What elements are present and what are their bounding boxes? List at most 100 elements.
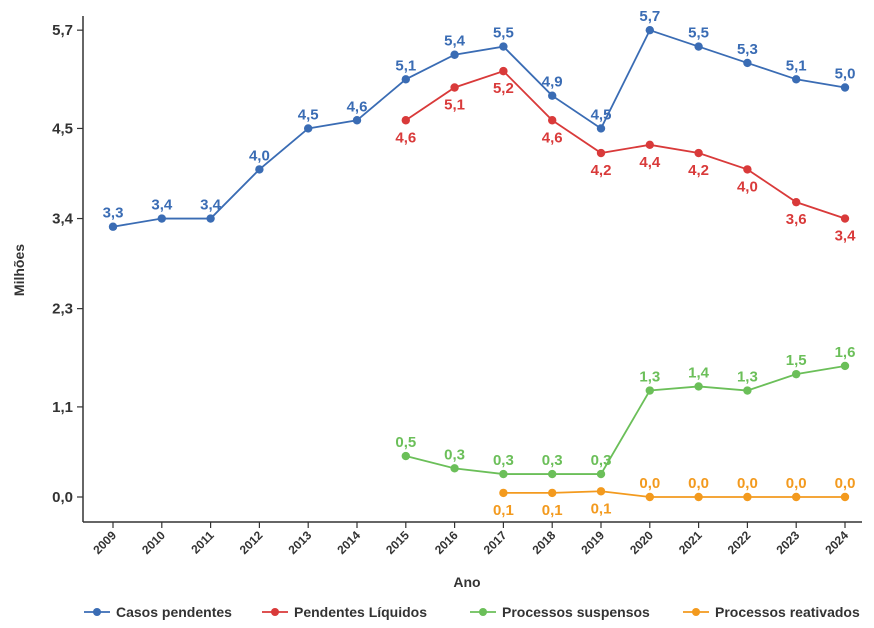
data-point bbox=[499, 469, 508, 479]
x-tick-label: 2011 bbox=[188, 528, 217, 557]
data-point bbox=[499, 488, 508, 498]
data-point bbox=[304, 124, 313, 133]
data-point bbox=[499, 42, 508, 51]
data-point bbox=[255, 165, 264, 174]
data-label: 4,0 bbox=[737, 178, 758, 195]
series-3: 0,1 0,1 0,1 0,0 0,0 0,0 0,0 0,0 bbox=[493, 475, 855, 519]
data-label: 5,2 bbox=[493, 80, 514, 97]
legend-swatch-dot bbox=[271, 608, 279, 616]
data-point bbox=[401, 451, 410, 461]
data-label: 3,4 bbox=[835, 228, 857, 245]
x-tick-label: 2014 bbox=[334, 528, 363, 557]
data-point bbox=[548, 469, 557, 479]
data-point bbox=[645, 386, 654, 395]
data-point bbox=[743, 492, 752, 502]
legend-item: Pendentes Líquidos bbox=[262, 604, 427, 620]
series-line bbox=[503, 490, 845, 498]
data-label: 3,3 bbox=[103, 205, 124, 222]
data-point bbox=[401, 116, 410, 125]
data-point bbox=[499, 66, 508, 76]
data-point bbox=[548, 116, 557, 125]
x-tick-label: 2012 bbox=[237, 528, 266, 557]
data-label: 0,0 bbox=[835, 475, 856, 492]
x-tick-label: 2009 bbox=[90, 528, 119, 557]
data-label: 4,5 bbox=[591, 106, 612, 123]
data-label: 5,3 bbox=[737, 41, 758, 58]
data-label: 0,3 bbox=[444, 446, 465, 463]
data-label: 5,7 bbox=[639, 8, 660, 25]
x-tick-label: 2016 bbox=[432, 528, 461, 557]
data-point bbox=[792, 369, 801, 379]
data-point bbox=[694, 492, 703, 502]
x-axis-title: Ano bbox=[453, 574, 480, 590]
y-tick-label: 1,1 bbox=[52, 399, 73, 416]
legend-swatch-dot bbox=[692, 608, 700, 616]
data-label: 0,0 bbox=[688, 475, 709, 492]
x-ticks: 2009 2010 2011 2012 2013 2014 2015 2016 2017 2018… bbox=[90, 522, 851, 557]
data-label: 4,5 bbox=[298, 106, 319, 123]
data-point bbox=[206, 214, 215, 223]
data-point bbox=[401, 75, 410, 84]
data-point bbox=[743, 165, 752, 174]
legend-item: Casos pendentes bbox=[84, 604, 232, 620]
data-point bbox=[840, 214, 850, 223]
data-label: 0,1 bbox=[591, 500, 612, 517]
data-point bbox=[450, 464, 459, 473]
data-label: 1,6 bbox=[835, 344, 856, 361]
y-tick-label: 5,7 bbox=[52, 22, 73, 39]
data-label: 4,2 bbox=[688, 162, 709, 179]
series-0: 3,3 3,4 3,4 4,0 4,5 4,6 5,1 5,4 5,5 4,9 4,5 5,7 5,5 5… bbox=[103, 8, 855, 231]
data-label: 5,1 bbox=[444, 97, 465, 114]
x-tick-label: 2017 bbox=[481, 528, 510, 557]
data-label: 0,0 bbox=[737, 475, 758, 492]
data-point bbox=[743, 58, 752, 68]
x-tick-label: 2023 bbox=[774, 528, 803, 557]
legend-label: Pendentes Líquidos bbox=[294, 604, 427, 620]
data-point bbox=[645, 140, 654, 150]
x-tick-label: 2019 bbox=[578, 528, 607, 557]
data-label: 1,4 bbox=[688, 364, 710, 381]
data-label: 1,5 bbox=[786, 352, 807, 369]
data-label: 0,3 bbox=[542, 452, 563, 469]
x-tick-label: 2021 bbox=[676, 528, 705, 557]
legend-swatch-dot bbox=[93, 608, 101, 616]
x-tick-label: 2022 bbox=[725, 528, 754, 557]
series-1: 4,6 5,1 5,2 4,6 4,2 4,4 4,2 4,0 3,6 3,4 bbox=[395, 66, 857, 245]
data-label: 4,6 bbox=[395, 129, 416, 146]
data-point bbox=[743, 386, 752, 395]
x-tick-label: 2018 bbox=[530, 528, 559, 557]
data-label: 0,1 bbox=[493, 502, 514, 519]
data-label: 4,2 bbox=[591, 162, 612, 179]
data-label: 1,3 bbox=[737, 369, 758, 386]
data-label: 4,6 bbox=[542, 129, 563, 146]
data-point bbox=[694, 382, 703, 391]
y-tick-label: 4,5 bbox=[52, 120, 73, 137]
data-point bbox=[792, 75, 801, 84]
data-label: 1,3 bbox=[639, 369, 660, 386]
data-label: 0,3 bbox=[493, 452, 514, 469]
data-label: 4,0 bbox=[249, 147, 270, 164]
y-tick-label: 2,3 bbox=[52, 301, 73, 318]
y-tick-label: 3,4 bbox=[52, 211, 74, 228]
data-point bbox=[450, 50, 459, 59]
data-point bbox=[596, 469, 606, 479]
legend-label: Casos pendentes bbox=[116, 604, 232, 620]
data-label: 0,0 bbox=[786, 475, 807, 492]
series-layer: 3,3 3,4 3,4 4,0 4,5 4,6 5,1 5,4 5,5 4,9 4,5 5,7 5,5 5… bbox=[103, 8, 857, 519]
data-label: 4,6 bbox=[347, 98, 368, 115]
data-point bbox=[840, 492, 850, 502]
data-label: 0,1 bbox=[542, 502, 563, 519]
data-point bbox=[645, 492, 654, 502]
x-tick-label: 2015 bbox=[383, 528, 412, 557]
series-line bbox=[405, 365, 846, 475]
y-axis-title: Milhões bbox=[11, 244, 27, 296]
data-label: 0,0 bbox=[639, 475, 660, 492]
series-2: 0,5 0,3 0,3 0,3 0,3 1,3 1,4 1,3 1,5 1,6 bbox=[395, 344, 856, 479]
data-label: 4,9 bbox=[542, 74, 563, 91]
data-label: 5,5 bbox=[493, 25, 514, 42]
legend-label: Processos suspensos bbox=[502, 604, 650, 620]
data-point bbox=[157, 214, 166, 223]
data-point bbox=[645, 25, 654, 35]
data-point bbox=[108, 222, 118, 231]
